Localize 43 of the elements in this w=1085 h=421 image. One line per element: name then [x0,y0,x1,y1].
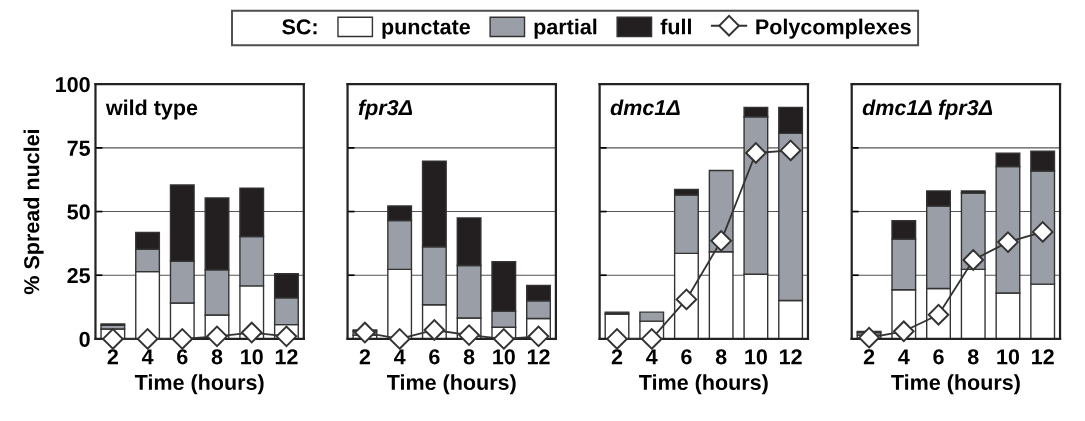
x-tick-label: 12 [275,349,298,365]
y-tick-label: 100 [56,76,90,93]
x-tick-label: 12 [527,349,550,365]
y-tick-label: 75 [67,140,91,156]
x-axis-title: Time (hours) [134,374,264,395]
legend-title: SC: [282,19,317,35]
x-axis-title: Time (hours) [891,374,1020,395]
x-tick-label: 10 [997,349,1020,365]
annotation: fpr3Δ [358,99,413,120]
x-tick-label: 4 [141,349,154,365]
x-tick-label: 6 [933,349,944,365]
x-tick-label: 2 [863,349,875,365]
annotation: wild type [105,99,198,120]
x-tick-label: 4 [646,349,658,365]
x-tick-label: 12 [779,349,802,365]
legend-label: full [660,18,691,35]
legend-label: punctate [382,20,470,39]
legend-label: Polycomplexes [756,18,911,39]
y-tick-label: 50 [67,204,90,220]
x-tick-label: 8 [715,349,727,365]
x-tick-label: 10 [745,349,767,365]
x-tick-label: 8 [967,349,979,365]
x-tick-label: 10 [493,349,515,365]
x-tick-label: 6 [177,349,188,365]
x-tick-label: 12 [1032,349,1054,365]
x-tick-label: 4 [393,349,406,365]
y-axis-title: % Spread nuclei [23,129,44,295]
x-axis-title: Time (hours) [386,374,516,395]
x-tick-label: 2 [359,349,371,365]
x-tick-label: 8 [211,349,223,365]
y-tick-label: 0 [79,331,90,347]
x-tick-label: 2 [611,349,623,365]
y-tick-label: 25 [67,268,91,284]
x-tick-label: 10 [241,349,263,365]
x-tick-label: 4 [898,349,910,365]
annotation: dmc1Δ fpr3Δ [862,99,993,120]
x-tick-label: 6 [681,349,692,365]
x-tick-label: 8 [463,349,475,365]
x-tick-label: 6 [429,349,440,365]
legend-label: partial [534,18,597,39]
x-axis-title: Time (hours) [639,374,768,395]
annotation: dmc1Δ [610,99,680,116]
x-tick-label: 2 [107,349,118,365]
